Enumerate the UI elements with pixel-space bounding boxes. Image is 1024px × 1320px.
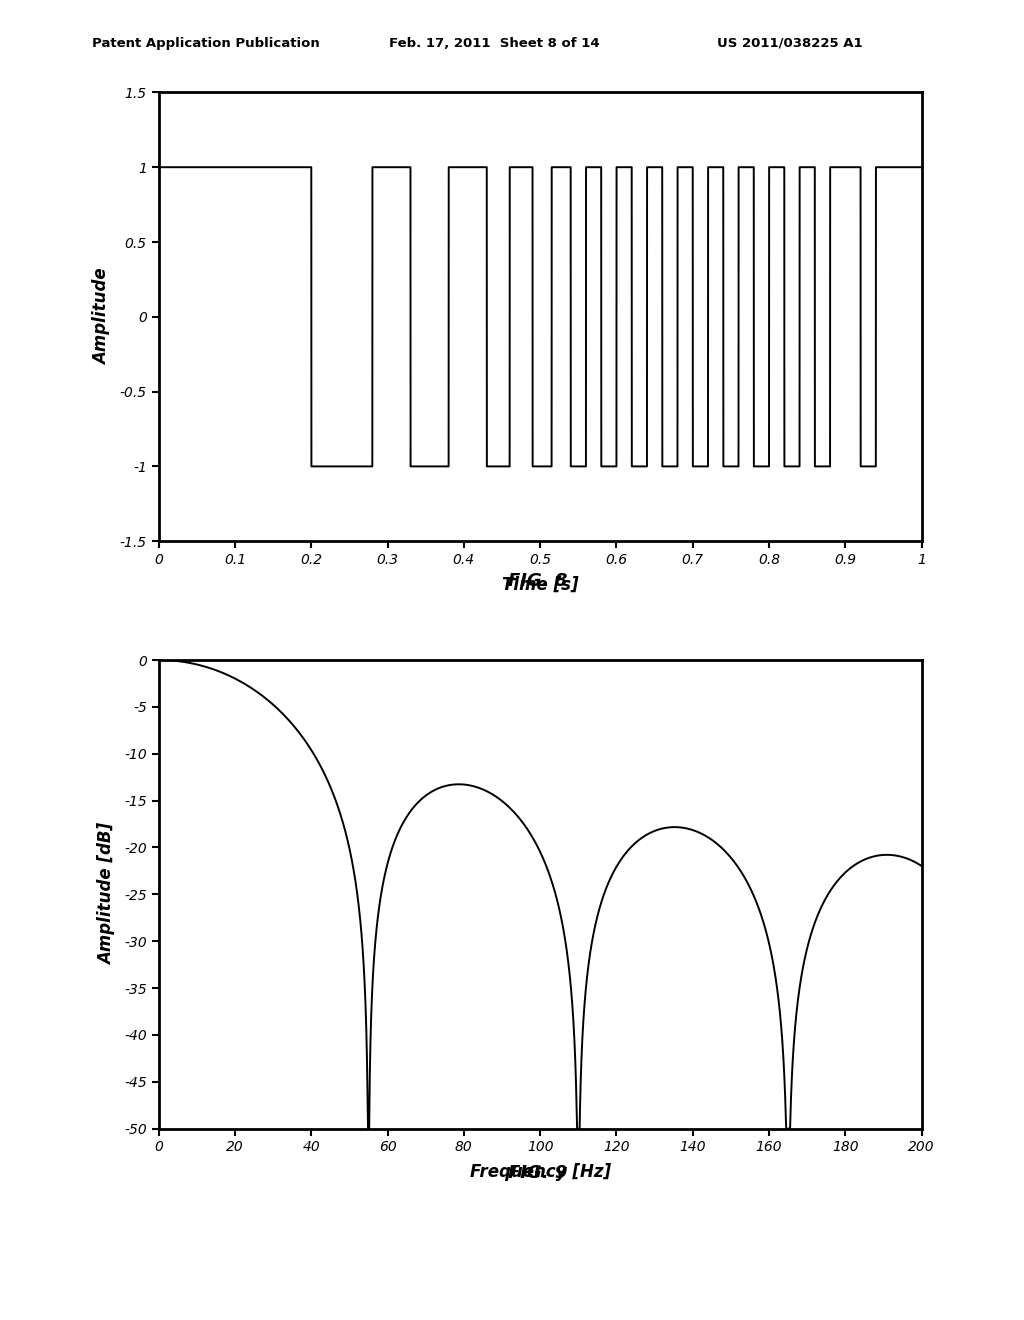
Y-axis label: Amplitude [dB]: Amplitude [dB]	[98, 824, 116, 965]
Text: FIG. 8: FIG. 8	[508, 572, 567, 590]
X-axis label: Time [s]: Time [s]	[502, 576, 579, 593]
Text: US 2011/038225 A1: US 2011/038225 A1	[717, 37, 862, 50]
Text: Patent Application Publication: Patent Application Publication	[92, 37, 319, 50]
Y-axis label: Amplitude: Amplitude	[93, 268, 112, 366]
X-axis label: Frequency [Hz]: Frequency [Hz]	[470, 1163, 610, 1180]
Text: Feb. 17, 2011  Sheet 8 of 14: Feb. 17, 2011 Sheet 8 of 14	[389, 37, 600, 50]
Text: FIG. 9: FIG. 9	[508, 1164, 567, 1183]
